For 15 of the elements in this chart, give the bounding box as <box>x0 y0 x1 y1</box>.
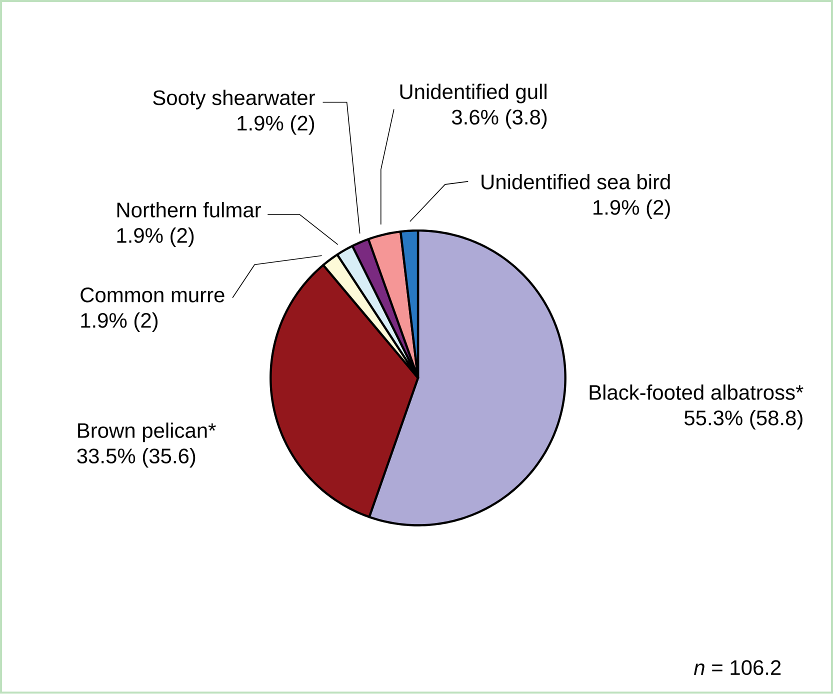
data-label: 1.9% (2) <box>594 200 670 220</box>
slice-label: Brown pelican* <box>78 422 216 442</box>
data-label: 1.9% (2) <box>238 115 314 135</box>
slice-label: Common murre <box>80 288 224 303</box>
text: n = 106.2 <box>694 660 781 676</box>
data-label: 33.5% (35.6) <box>77 448 196 468</box>
data-label: 1.9% (2) <box>81 312 158 332</box>
slice-label: Black-footed albatross* <box>590 384 804 400</box>
slice-label: Sooty shearwater <box>153 90 315 110</box>
slice-label: Northern fulmar <box>117 202 261 218</box>
data-label: 3.6% (3.8) <box>452 109 547 129</box>
data-label: 55.3% (58.8) <box>684 410 802 430</box>
data-label: 1.9% (2) <box>117 228 194 248</box>
slice-label: Unidentified sea bird <box>482 174 670 190</box>
slice-label: Unidentified gull <box>400 84 546 104</box>
